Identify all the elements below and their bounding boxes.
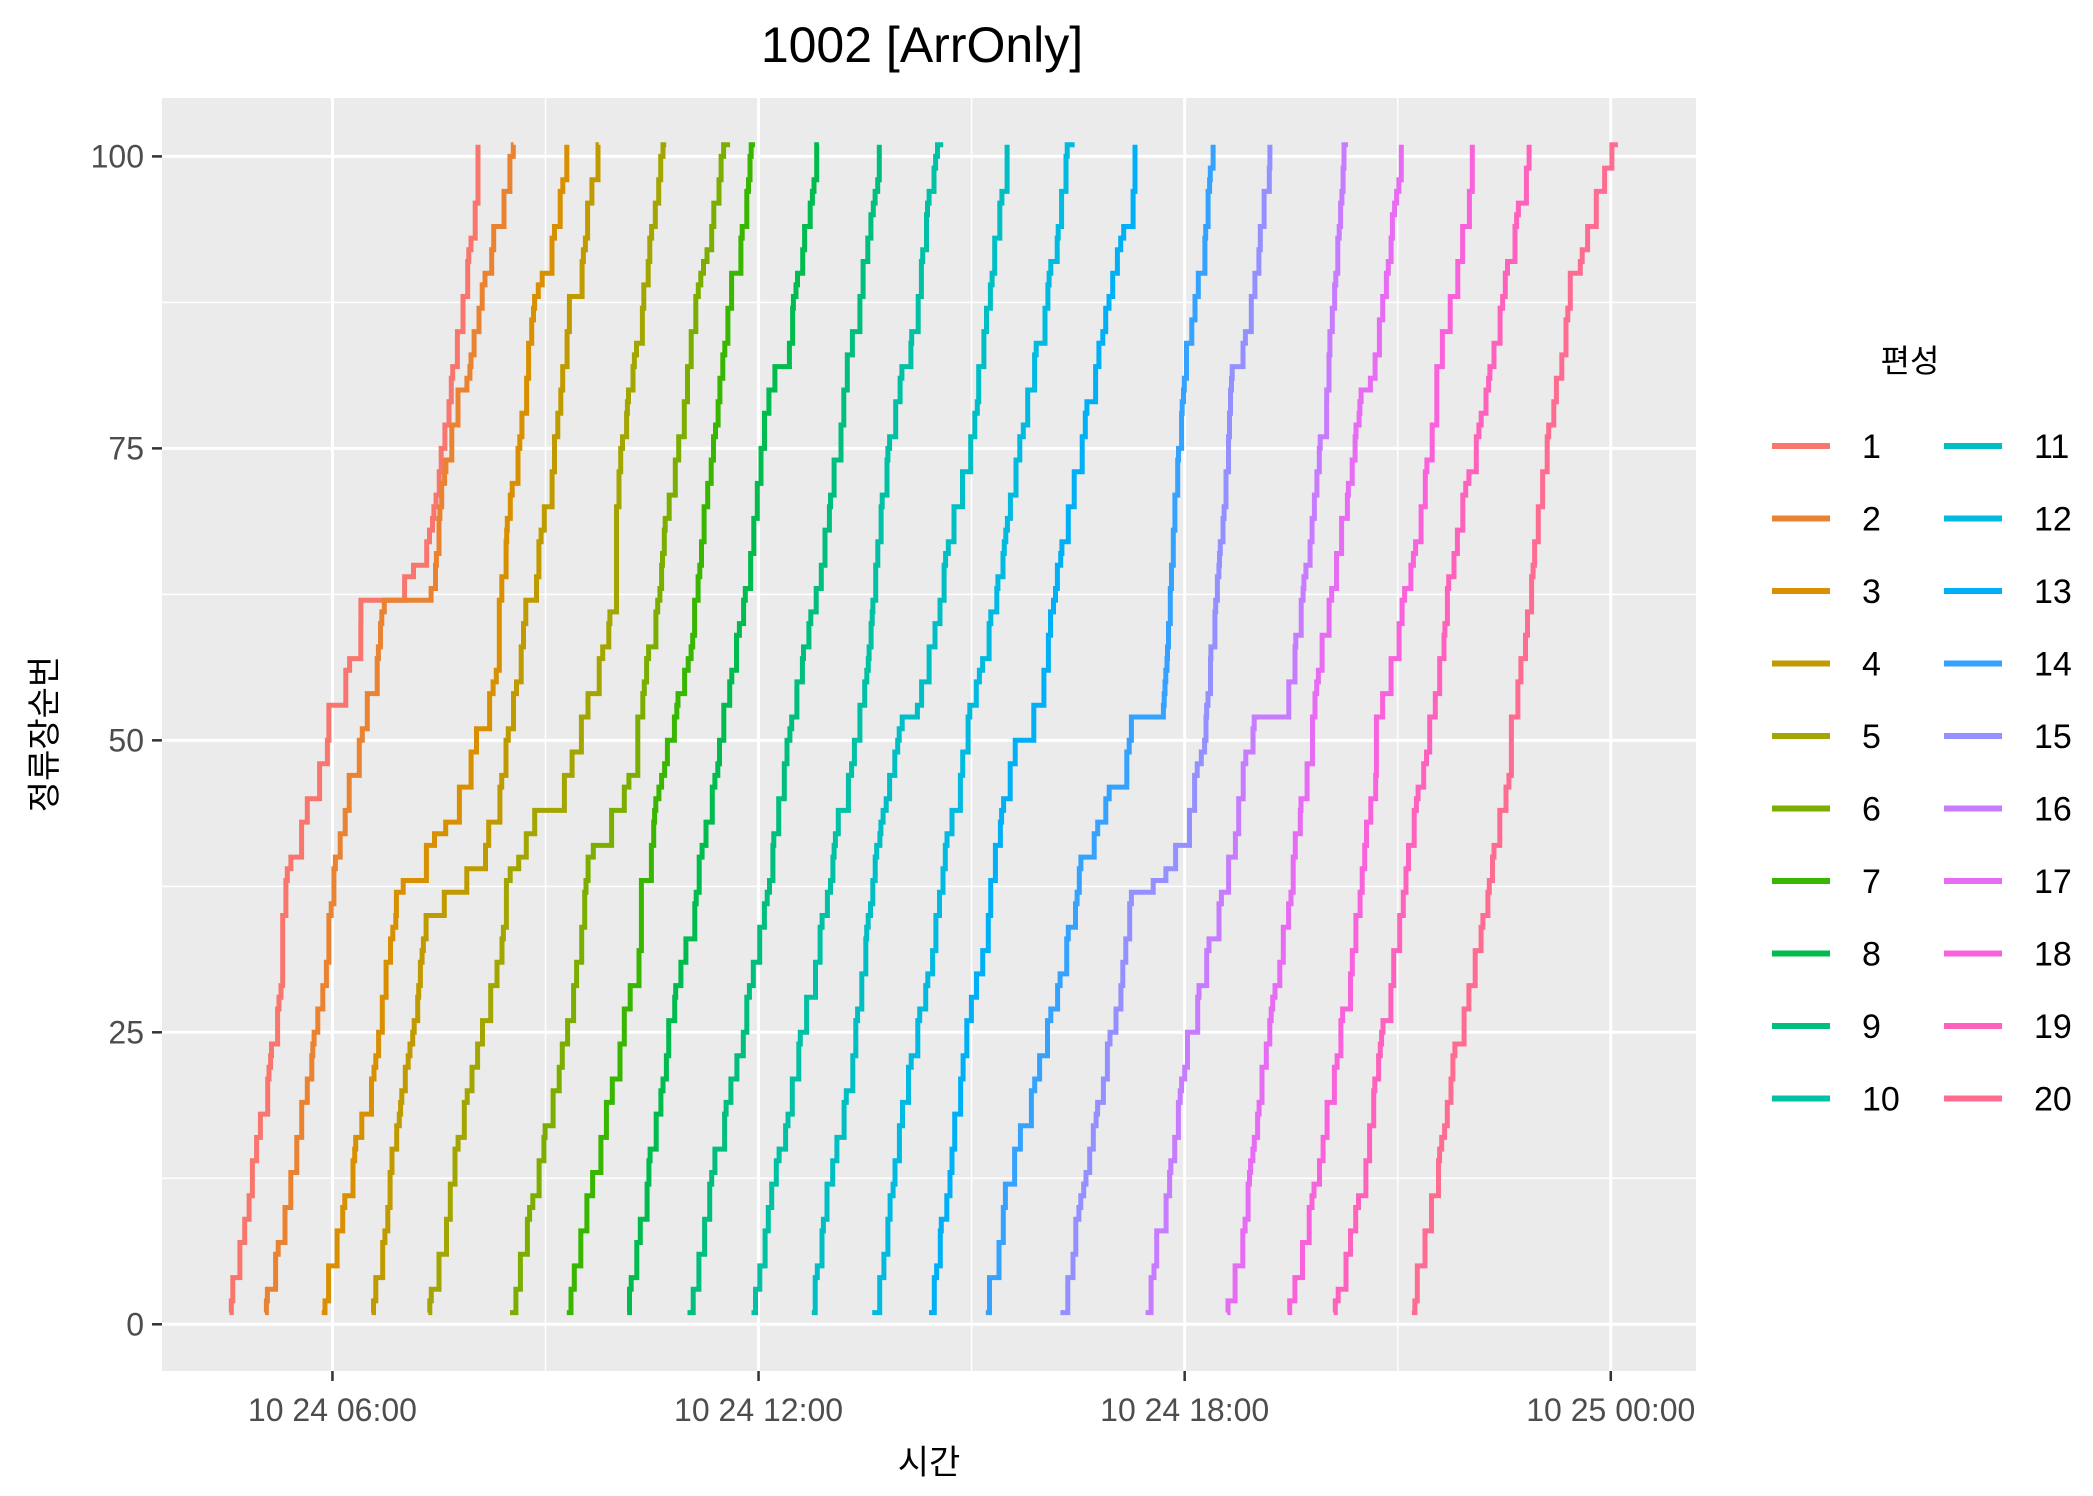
legend-label: 18 (2034, 936, 2072, 974)
legend-label: 4 (1862, 646, 1881, 684)
chart-title: 1002 [ArrOnly] (761, 17, 1083, 73)
legend-title: 편성 (1881, 342, 1940, 380)
series-line-19 (1332, 144, 1532, 1316)
legend-label: 19 (2034, 1008, 2072, 1046)
legend-label: 16 (2034, 791, 2072, 829)
legend-item-10: 10 (1772, 1081, 1900, 1119)
x-tick-label: 10 24 06:00 (248, 1392, 417, 1428)
series-line-16 (1145, 142, 1348, 1316)
series-line-2 (263, 142, 516, 1316)
series-line-3 (321, 144, 570, 1316)
axis-ticks: 0 25 50 75 100 10 24 06:00 10 24 12:00 10 24 18… (91, 138, 1696, 1428)
legend-item-20: 20 (1944, 1081, 2072, 1119)
legend-item-15: 15 (1944, 718, 2072, 756)
y-tick-label: 75 (108, 430, 144, 466)
legend-label: 13 (2034, 573, 2072, 611)
series-line-10 (751, 142, 944, 1316)
legend-item-12: 12 (1944, 501, 2072, 539)
legend-item-17: 17 (1944, 863, 2072, 901)
legend-label: 6 (1862, 791, 1881, 829)
legend-item-1: 1 (1772, 428, 1881, 466)
legend-item-18: 18 (1944, 936, 2072, 974)
legend-item-4: 4 (1772, 646, 1881, 684)
series-line-14 (985, 144, 1216, 1316)
legend-label: 9 (1862, 1008, 1881, 1046)
series-line-5 (427, 142, 667, 1316)
legend-item-5: 5 (1772, 718, 1881, 756)
series-line-6 (510, 142, 731, 1316)
legend-label: 3 (1862, 573, 1881, 611)
legend-item-8: 8 (1772, 936, 1881, 974)
legend-label: 11 (2034, 428, 2069, 466)
y-tick-label: 0 (126, 1306, 144, 1342)
series-line-18 (1287, 144, 1475, 1316)
x-axis-title: 시간 (898, 1443, 961, 1483)
legend-item-14: 14 (1944, 646, 2072, 684)
series-line-20 (1411, 142, 1618, 1316)
series-line-12 (872, 142, 1075, 1316)
legend-item-3: 3 (1772, 573, 1881, 611)
y-tick-label: 25 (108, 1014, 144, 1050)
legend-label: 2 (1862, 501, 1881, 539)
series-line-11 (811, 144, 1010, 1316)
legend-item-7: 7 (1772, 863, 1881, 901)
legend-item-9: 9 (1772, 1008, 1881, 1046)
y-tick-label: 50 (108, 722, 144, 758)
series-line-4 (371, 142, 601, 1316)
y-tick-label: 100 (91, 138, 144, 174)
series-line-1 (228, 144, 481, 1316)
legend-item-19: 19 (1944, 1008, 2072, 1046)
legend-label: 5 (1862, 718, 1881, 756)
legend-label: 20 (2034, 1081, 2072, 1119)
series-line-9 (687, 144, 882, 1316)
grid-major (162, 98, 1696, 1371)
legend-item-16: 16 (1944, 791, 2072, 829)
legend-label: 12 (2034, 501, 2072, 539)
legend-item-6: 6 (1772, 791, 1881, 829)
x-tick-label: 10 24 18:00 (1100, 1392, 1269, 1428)
series-line-17 (1225, 144, 1404, 1316)
series-layer (228, 142, 1618, 1316)
legend-label: 10 (1862, 1081, 1900, 1119)
legend-label: 8 (1862, 936, 1881, 974)
x-tick-label: 10 24 12:00 (674, 1392, 843, 1428)
legend-item-11: 11 (1944, 428, 2069, 466)
series-line-8 (627, 142, 820, 1316)
legend-label: 7 (1862, 863, 1881, 901)
series-line-13 (929, 144, 1138, 1316)
legend-label: 15 (2034, 718, 2072, 756)
grid-minor (162, 98, 1696, 1371)
x-tick-label: 10 25 00:00 (1526, 1392, 1695, 1428)
legend-label: 1 (1862, 428, 1881, 466)
legend-label: 17 (2034, 863, 2072, 901)
series-line-15 (1060, 144, 1273, 1316)
legend-item-2: 2 (1772, 501, 1881, 539)
legend-item-13: 13 (1944, 573, 2072, 611)
legend-label: 14 (2034, 646, 2072, 684)
y-axis-title: 정류장순번 (25, 656, 65, 812)
series-line-7 (566, 142, 755, 1316)
